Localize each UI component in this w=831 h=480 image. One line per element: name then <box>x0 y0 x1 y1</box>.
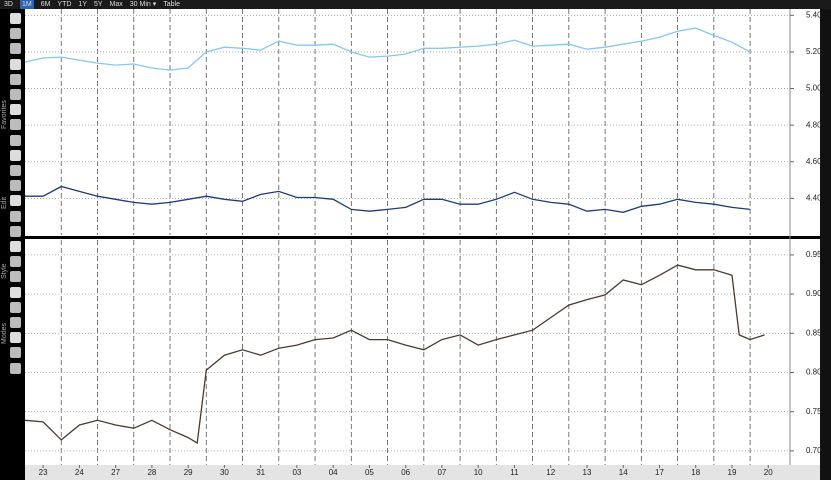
x-tick-label: 12 <box>546 468 555 477</box>
x-tick-label: 24 <box>75 468 84 477</box>
toolbar-button[interactable]: 1Y <box>78 1 87 8</box>
x-tick-label: 18 <box>691 468 700 477</box>
x-tick-label: 06 <box>401 468 410 477</box>
toolbar-button[interactable]: 1M <box>19 0 34 9</box>
toolbar: 3D 1M 6M YTD 1Y 5Y Max 30 Min ▾ Table <box>0 0 831 9</box>
toolbar-button[interactable]: YTD <box>57 1 72 8</box>
tool-icon[interactable] <box>10 241 21 252</box>
tool-icon[interactable] <box>10 13 21 24</box>
x-tick-label: 14 <box>619 468 628 477</box>
y-tick-label: 5.00 <box>806 84 822 93</box>
x-tick-label: 27 <box>111 468 120 477</box>
y-tick-label: 0.75 <box>806 407 822 416</box>
toolbar-button[interactable]: 3D <box>4 1 13 8</box>
x-tick-label: 17 <box>655 468 664 477</box>
x-tick-label: 30 <box>220 468 229 477</box>
x-axis-strip <box>25 465 820 480</box>
y-tick-label: 0.85 <box>806 328 822 337</box>
toolbar-button[interactable]: 30 Min ▾ <box>129 1 157 8</box>
tool-icon[interactable] <box>10 195 21 207</box>
x-tick-label: 19 <box>728 468 737 477</box>
tool-icon[interactable] <box>10 210 21 222</box>
x-tick-label: 28 <box>147 468 156 477</box>
y-tick-label: 5.40 <box>806 10 822 19</box>
tool-icon[interactable] <box>10 317 21 328</box>
tool-icon[interactable] <box>10 43 21 55</box>
y-tick-label: 4.60 <box>806 157 822 166</box>
y-tick-label: 0.80 <box>806 368 822 377</box>
tool-icon[interactable] <box>10 256 21 268</box>
tool-icon[interactable] <box>10 58 21 70</box>
tool-icon[interactable] <box>10 89 21 100</box>
x-tick-label: 04 <box>329 468 338 477</box>
toolbar-button[interactable]: Max <box>109 1 123 8</box>
tool-icon[interactable] <box>10 225 21 237</box>
series-line <box>24 264 765 445</box>
tool-icon[interactable] <box>10 119 21 131</box>
tool-icon[interactable] <box>10 332 21 344</box>
x-tick-label: 11 <box>510 468 519 477</box>
tool-icon[interactable] <box>10 271 21 283</box>
x-tick-label: 23 <box>39 468 48 477</box>
tool-icon[interactable] <box>10 362 21 374</box>
x-tick-label: 20 <box>764 468 773 477</box>
x-tick-label: 29 <box>184 468 193 477</box>
tool-icon[interactable] <box>10 73 21 85</box>
tool-icon[interactable] <box>10 347 21 359</box>
tool-icon[interactable] <box>10 28 21 40</box>
tool-icon[interactable] <box>10 165 21 176</box>
tool-icon[interactable] <box>10 301 21 313</box>
tool-icon[interactable] <box>10 180 21 192</box>
x-tick-label: 05 <box>365 468 374 477</box>
series-line <box>25 185 751 213</box>
toolbar-button[interactable]: 5Y <box>93 1 103 8</box>
x-tick-label: 13 <box>583 468 592 477</box>
x-tick-label: 03 <box>292 468 301 477</box>
tool-icon[interactable] <box>10 149 21 161</box>
tool-icon[interactable] <box>10 134 21 146</box>
toolbar-button[interactable]: 6M <box>40 1 51 8</box>
y-tick-label: 0.95 <box>806 250 822 259</box>
y-tick-label: 4.80 <box>806 120 822 129</box>
x-tick-label: 10 <box>474 468 483 477</box>
series-line <box>24 27 751 71</box>
y-tick-label: 0.70 <box>806 446 822 455</box>
y-tick-label: 5.20 <box>806 47 822 56</box>
y-tick-label: 0.90 <box>806 289 822 298</box>
plot-background <box>25 9 820 480</box>
y-tick-label: 4.40 <box>806 193 822 202</box>
tool-icon[interactable] <box>10 104 21 116</box>
right-strip <box>820 9 831 480</box>
x-tick-label: 07 <box>437 468 446 477</box>
toolbar-button[interactable]: Table <box>163 1 180 8</box>
x-tick-label: 31 <box>256 468 265 477</box>
tool-icon[interactable] <box>10 286 21 298</box>
sidebar: Favorites Edit Style Modes <box>0 9 24 480</box>
